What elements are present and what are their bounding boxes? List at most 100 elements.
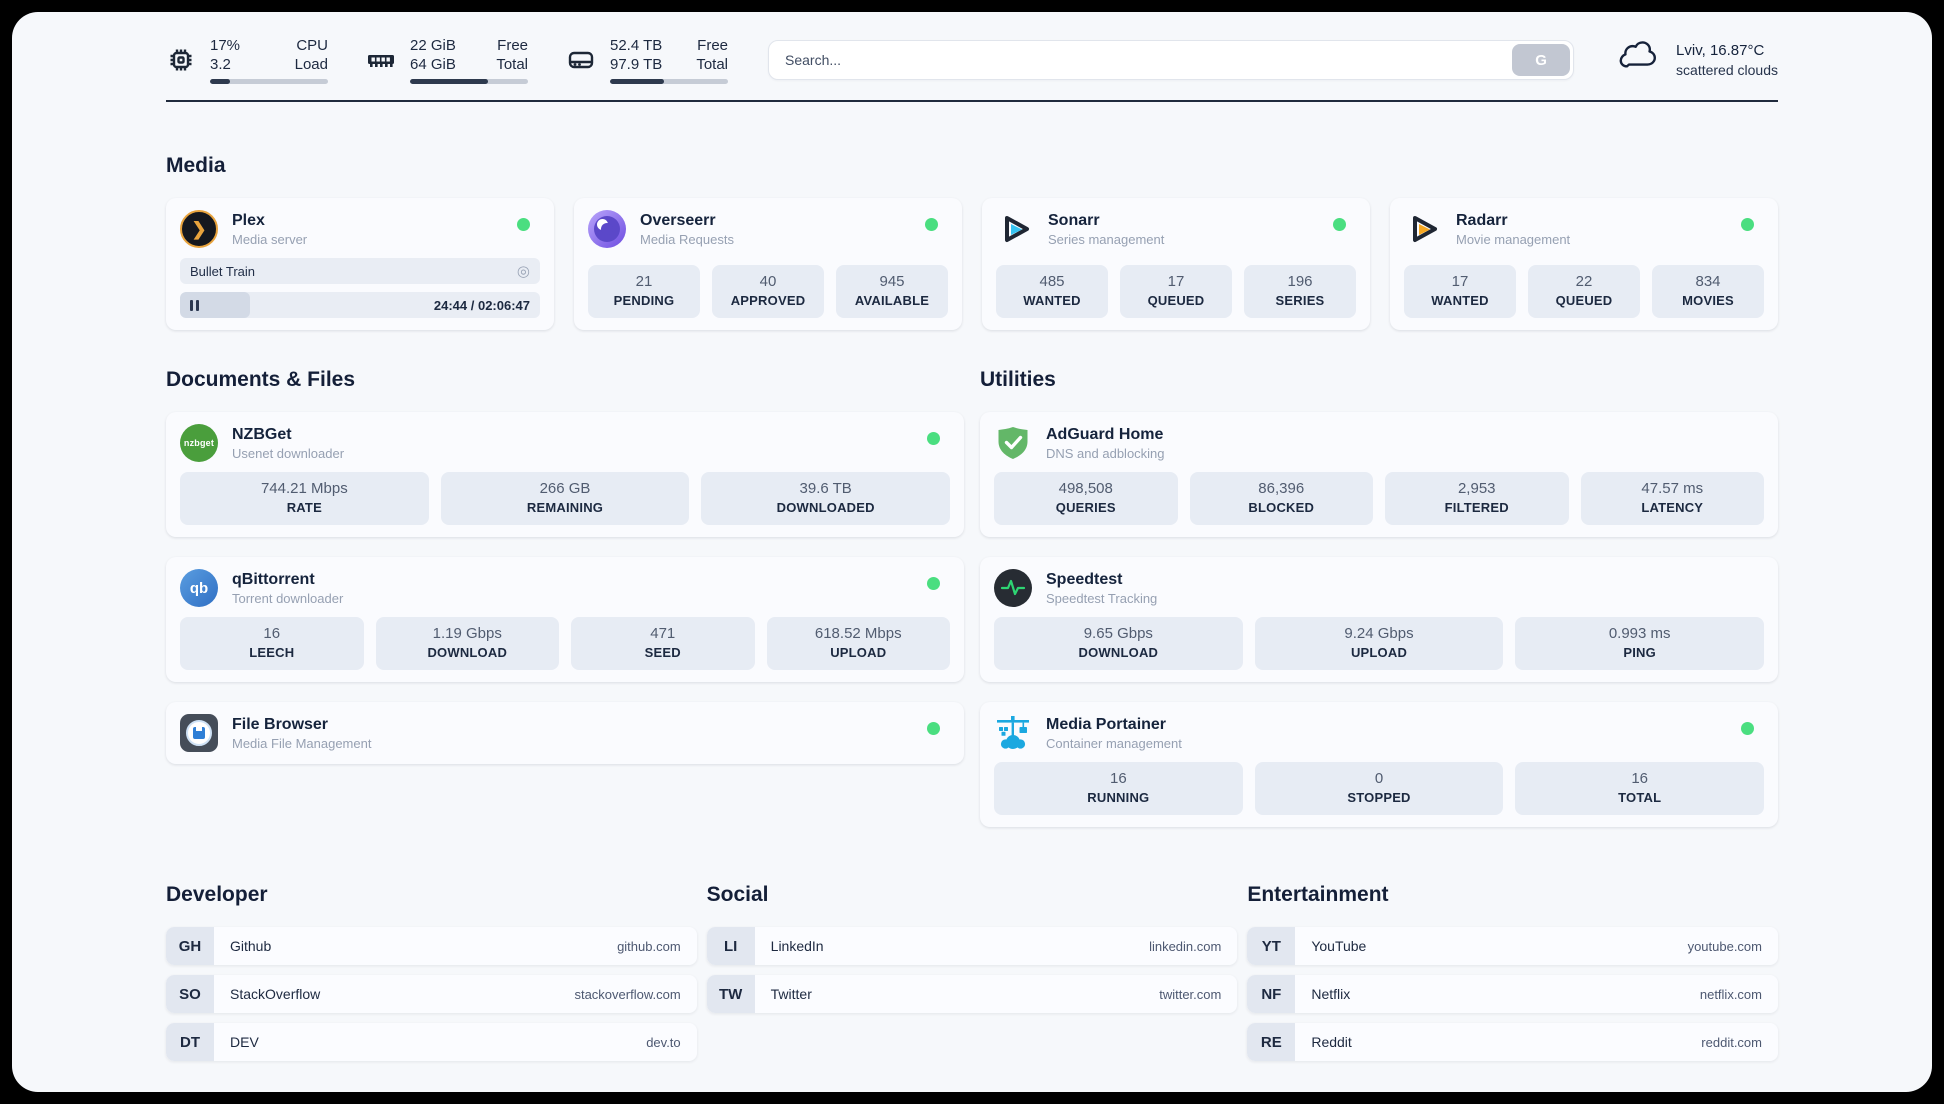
twitter-abbr-icon: TW (706, 975, 755, 1013)
dashboard-page: 17% CPU 3.2 Load 22 GiB Free (12, 12, 1932, 1092)
app-desc: Series management (1048, 232, 1165, 247)
link-twitter[interactable]: TW Twitter twitter.com (706, 975, 1238, 1013)
stat-series: 196 SERIES (1244, 265, 1356, 318)
media-section: Media ❯ Plex Media server Bullet Trai (166, 154, 1778, 330)
disk-stat: 52.4 TB Free 97.9 TB Total (566, 36, 728, 84)
link-netflix[interactable]: NF Netflix netflix.com (1247, 975, 1778, 1013)
radarr-card[interactable]: Radarr Movie management 17 WANTED 22 QUEUE… (1390, 198, 1778, 330)
entertainment-section: Entertainment YT YouTube youtube.com NF … (1247, 883, 1778, 1061)
link-reddit[interactable]: RE Reddit reddit.com (1247, 1023, 1778, 1061)
link-dev[interactable]: DT DEV dev.to (166, 1023, 697, 1061)
qbittorrent-card[interactable]: qb qBittorrent Torrent downloader 16 LEEC… (166, 557, 964, 682)
app-name: Media Portainer (1046, 716, 1167, 733)
search-input[interactable] (768, 40, 1575, 80)
overseerr-card[interactable]: Overseerr Media Requests 21 PENDING 40 APP… (574, 198, 962, 330)
developer-section-title: Developer (166, 883, 268, 906)
link-url: dev.to (646, 1034, 681, 1050)
sonarr-status-dot (1333, 218, 1346, 231)
stat-blocked: 86,396 BLOCKED (1189, 472, 1373, 525)
link-url: linkedin.com (1149, 938, 1222, 954)
speedtest-card[interactable]: Speedtest Speedtest Tracking 9.65 Gbps DO… (980, 557, 1778, 682)
plex-status-dot (517, 218, 530, 231)
documents-section: Documents & Files nzbget NZBGet Usenet d… (166, 368, 964, 764)
link-url: youtube.com (1687, 938, 1762, 954)
qbittorrent-status-dot (927, 577, 940, 590)
developer-section: Developer GH Github github.com SO StackO… (166, 883, 697, 1061)
sonarr-card[interactable]: Sonarr Series management 485 WANTED 17 QUE… (982, 198, 1370, 330)
link-name: DEV (230, 1034, 259, 1050)
app-name: Radarr (1456, 212, 1508, 229)
stat-approved: 40 APPROVED (712, 265, 824, 318)
weather-location-temp: Lviv, 16.87°C (1676, 42, 1765, 59)
app-name: Overseerr (640, 212, 716, 229)
disk-free-label: Free (697, 37, 728, 54)
adguard-card[interactable]: AdGuard Home DNS and adblocking 498,508 Q… (980, 412, 1778, 537)
link-name: Netflix (1311, 986, 1351, 1002)
link-linkedin[interactable]: LI LinkedIn linkedin.com (706, 927, 1238, 965)
documents-section-title: Documents & Files (166, 368, 356, 391)
filebrowser-icon (180, 714, 218, 752)
cpu-label: CPU (296, 37, 328, 54)
link-url: twitter.com (1159, 986, 1222, 1002)
social-section-title: Social (706, 883, 769, 906)
cloud-icon (1618, 38, 1664, 83)
plex-card[interactable]: ❯ Plex Media server Bullet Train ◎ (166, 198, 554, 330)
search-bar: G (768, 40, 1575, 80)
pause-icon (190, 299, 199, 311)
disk-free-value: 52.4 TB (610, 37, 663, 54)
filebrowser-card[interactable]: File Browser Media File Management (166, 702, 964, 764)
link-name: Twitter (770, 986, 812, 1002)
ram-icon (366, 45, 396, 75)
now-playing-row: Bullet Train ◎ (180, 258, 540, 284)
link-url: reddit.com (1701, 1034, 1762, 1050)
stat-stopped: 0 STOPPED (1254, 762, 1504, 815)
utilities-section-title: Utilities (980, 368, 1056, 391)
link-stackoverflow[interactable]: SO StackOverflow stackoverflow.com (166, 975, 697, 1013)
app-name: Plex (232, 212, 265, 229)
link-youtube[interactable]: YT YouTube youtube.com (1247, 927, 1778, 965)
app-desc: Movie management (1456, 232, 1571, 247)
overseerr-icon (588, 210, 626, 248)
playback-progress-bar[interactable]: 24:44 / 02:06:47 (180, 292, 540, 318)
cpu-stat: 17% CPU 3.2 Load (166, 36, 328, 84)
stat-leech: 16 LEECH (180, 617, 364, 670)
stat-download: 9.65 Gbps DOWNLOAD (994, 617, 1243, 670)
weather-widget: Lviv, 16.87°C scattered clouds (1618, 38, 1778, 83)
header-divider (166, 100, 1778, 102)
overseerr-status-dot (925, 218, 938, 231)
cpu-progress-bar (210, 79, 328, 84)
app-name: NZBGet (232, 426, 292, 443)
speedtest-pulse-icon (994, 569, 1032, 607)
dev-abbr-icon: DT (166, 1023, 214, 1061)
stat-queries: 498,508 QUERIES (994, 472, 1178, 525)
stat-total: 16 TOTAL (1515, 762, 1765, 815)
stat-wanted: 485 WANTED (996, 265, 1108, 318)
portainer-card[interactable]: Media Portainer Container management 16 R… (980, 702, 1778, 827)
link-github[interactable]: GH Github github.com (166, 927, 697, 965)
memory-stat: 22 GiB Free 64 GiB Total (366, 36, 528, 84)
weather-condition: scattered clouds (1676, 62, 1778, 78)
github-abbr-icon: GH (166, 927, 214, 965)
stat-upload: 9.24 Gbps UPLOAD (1254, 617, 1504, 670)
header: 17% CPU 3.2 Load 22 GiB Free (166, 12, 1778, 86)
filebrowser-status-dot (927, 722, 940, 735)
portainer-crane-icon (994, 714, 1032, 752)
disk-total-label: Total (696, 56, 728, 73)
app-desc: Media Requests (640, 232, 734, 247)
memory-progress-bar (410, 79, 528, 84)
stat-download: 1.19 Gbps DOWNLOAD (375, 617, 559, 670)
search-engine-button[interactable]: G (1512, 44, 1571, 76)
disk-total-value: 97.9 TB (610, 56, 663, 73)
stat-queued: 17 QUEUED (1120, 265, 1232, 318)
stat-seed: 471 SEED (571, 617, 755, 670)
nzbget-card[interactable]: nzbget NZBGet Usenet downloader 744.21 M… (166, 412, 964, 537)
app-desc: Speedtest Tracking (1046, 591, 1158, 606)
cpu-load-label: Load (294, 56, 328, 73)
plex-icon: ❯ (180, 210, 218, 248)
social-section: Social LI LinkedIn linkedin.com TW Twitt… (706, 883, 1238, 1061)
radarr-status-dot (1741, 218, 1754, 231)
sonarr-icon (996, 210, 1034, 248)
memory-free-value: 22 GiB (410, 37, 456, 54)
link-name: LinkedIn (770, 938, 824, 954)
camera-icon: ◎ (516, 262, 530, 280)
